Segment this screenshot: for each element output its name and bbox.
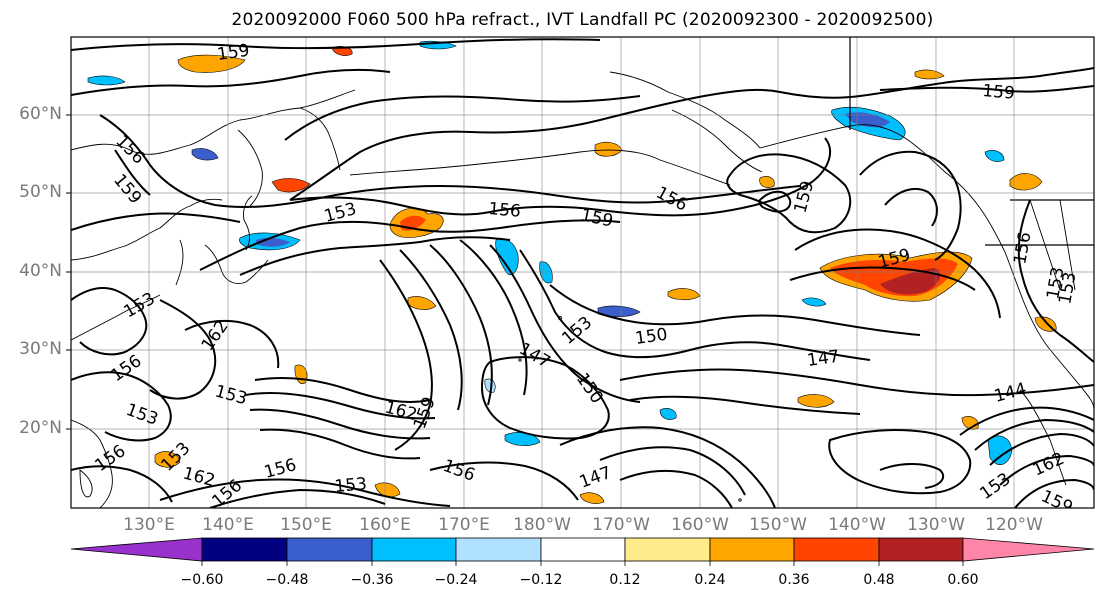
contour-label: 150 (634, 325, 669, 349)
colorbar-bin (709, 537, 795, 562)
lat-label-20n: 20°N (19, 418, 62, 438)
colorbar-bin (286, 537, 373, 562)
shade-pos-ne-pacific-darker (880, 268, 941, 295)
colorbar-extend-high (962, 537, 1095, 562)
lon-label: 170°E (438, 515, 490, 535)
colorbar-bin (624, 537, 711, 562)
lat-label-60n: 60°N (19, 104, 62, 124)
refractivity-contours (71, 38, 1094, 508)
colorbar-bin (371, 537, 457, 562)
contour-label: 159 (982, 81, 1016, 104)
lon-label: 180°W (513, 515, 571, 535)
lat-label-30n: 30°N (19, 339, 62, 359)
lon-label: 150°E (280, 515, 332, 535)
shade-pos-sub1 (797, 394, 835, 408)
lon-label: 130°E (123, 515, 175, 535)
shade-neg-nw-2 (191, 148, 219, 161)
shade-neg-sub2 (801, 297, 827, 307)
contour-label: 147 (806, 347, 841, 371)
colorbar-tick-label: 0.36 (778, 572, 810, 588)
shade-pos-s2 (579, 492, 605, 504)
shade-pos-kam (271, 178, 311, 193)
shade-neg-top2 (984, 150, 1005, 162)
shade-neg-nw-1 (87, 75, 126, 86)
colorbar-bin (201, 537, 288, 562)
lon-label: 140°E (202, 515, 254, 535)
colorbar-bin (455, 537, 542, 562)
shade-pos-gulf (759, 176, 775, 188)
colorbar-bin (793, 537, 880, 562)
colorbar-tick-label: −0.24 (434, 572, 478, 588)
axis-ticks (66, 114, 71, 430)
shade-neg-mid2 (539, 261, 553, 284)
shade-pos-west (154, 451, 181, 468)
lon-label: 160°W (671, 515, 729, 535)
lon-label: 150°W (749, 515, 807, 535)
colorbar-tick-label: 0.48 (863, 572, 895, 588)
shade-neg-mid-lt (484, 378, 496, 393)
lat-label-40n: 40°N (19, 261, 62, 281)
contour-label: 156 (488, 199, 522, 222)
shade-neg-se-coast (987, 435, 1013, 465)
colorbar-tick-label: −0.12 (519, 572, 563, 588)
colorbar-tick-label: −0.48 (265, 572, 309, 588)
colorbar-tick-label: −0.60 (180, 572, 224, 588)
colorbar-tick-label: −0.36 (350, 572, 394, 588)
shade-neg-gulf-alaska-core (845, 112, 890, 128)
lon-label: 120°W (985, 515, 1043, 535)
colorbar-tick-label: 0.12 (609, 572, 641, 588)
lon-label: 170°W (592, 515, 650, 535)
colorbar-bin (878, 537, 964, 562)
shade-neg-sub (659, 408, 677, 420)
lat-label-50n: 50°N (19, 182, 62, 202)
colorbar-tick-label: 0.24 (694, 572, 726, 588)
shade-pos-small-ne (914, 69, 945, 80)
colorbar-tick-label: 0.60 (947, 572, 979, 588)
map-plot-area: 159 156 159 153 156 159 156 159 156 159 … (71, 37, 1094, 508)
lon-label: 140°W (828, 515, 886, 535)
map-title: 2020092000 F060 500 hPa refract., IVT La… (231, 10, 934, 30)
contour-label: 153 (334, 474, 368, 497)
shade-pos-aleut (594, 141, 623, 157)
lon-label: 160°E (359, 515, 411, 535)
contour-label: 159 (216, 41, 251, 65)
lon-label: 130°W (907, 515, 965, 535)
colorbar-extend-low (70, 537, 203, 562)
colorbar-bin (540, 537, 626, 562)
shade-pos-nyc (1009, 173, 1043, 191)
shade-pos-s1 (374, 482, 401, 497)
shade-pos-mid1 (407, 296, 437, 310)
colorbar (70, 537, 1095, 566)
